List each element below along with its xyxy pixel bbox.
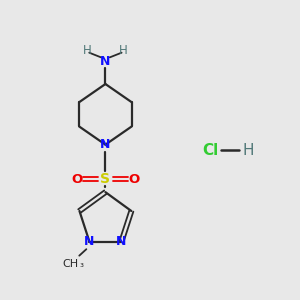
Text: O: O xyxy=(128,172,139,185)
Text: N: N xyxy=(116,235,127,248)
Text: H: H xyxy=(119,44,128,57)
Text: S: S xyxy=(100,172,110,186)
Text: CH: CH xyxy=(62,259,78,269)
Text: N: N xyxy=(100,55,111,68)
Text: H: H xyxy=(243,142,254,158)
Text: N: N xyxy=(100,138,111,151)
Text: N: N xyxy=(84,235,94,248)
Text: H: H xyxy=(83,44,92,57)
Text: Cl: Cl xyxy=(202,142,218,158)
Text: ₃: ₃ xyxy=(79,259,83,269)
Text: O: O xyxy=(71,172,83,185)
